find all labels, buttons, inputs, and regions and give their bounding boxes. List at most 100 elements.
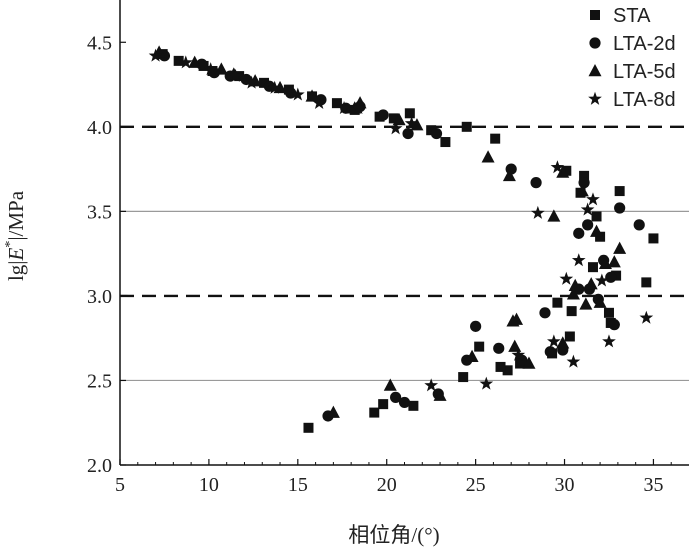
legend-label: LTA-5d: [613, 61, 676, 83]
y-axis-title-prefix: lg|: [4, 261, 28, 282]
data-point: [584, 277, 598, 290]
tick-labels: 5 10 15 20 25 30 35 2.0 2.5 3.0 3.5 4.0 4.5: [87, 32, 663, 496]
data-point: [568, 278, 582, 292]
data-point: [458, 372, 469, 383]
data-point: [173, 55, 184, 66]
data-point: [578, 177, 590, 189]
data-point: [377, 109, 389, 121]
data-point: [267, 80, 282, 94]
data-point: [490, 133, 501, 144]
data-point: [579, 297, 593, 310]
legend-marker-sta: [590, 10, 600, 20]
data-point: [539, 307, 551, 319]
data-point: [402, 127, 414, 140]
data-point: [556, 165, 570, 178]
data-point: [214, 62, 228, 75]
data-point: [586, 192, 600, 206]
legend-marker-lta-8d: [588, 91, 602, 105]
data-point: [587, 262, 598, 273]
data-point: [579, 170, 590, 181]
data-point: [573, 227, 585, 239]
data-point: [614, 202, 626, 214]
data-point: [531, 205, 545, 219]
data-point: [461, 121, 472, 132]
data-point: [522, 356, 536, 369]
y-tick-label: 4.5: [87, 32, 112, 54]
y-tick-label: 2.5: [87, 370, 112, 392]
data-point: [571, 253, 586, 267]
data-point: [312, 95, 326, 109]
data-point: [148, 48, 163, 62]
data-point: [641, 277, 652, 288]
data-point: [378, 399, 389, 410]
data-point: [337, 101, 351, 115]
data-point: [493, 342, 505, 354]
data-point: [561, 165, 572, 176]
x-tick-label: 35: [643, 474, 663, 496]
data-point: [408, 400, 419, 411]
data-point: [511, 347, 526, 361]
x-tick-label: 5: [115, 474, 125, 496]
data-point: [495, 361, 506, 372]
data-point: [290, 87, 305, 101]
data-point: [285, 87, 297, 99]
data-point: [259, 77, 270, 88]
x-tick-label: 15: [288, 474, 308, 496]
data-point: [388, 113, 399, 124]
data-point: [470, 320, 482, 332]
data-point: [530, 177, 542, 189]
data-point: [502, 168, 516, 182]
data-point: [552, 297, 563, 308]
data-point: [502, 365, 513, 376]
data-point: [481, 150, 495, 163]
y-tick-label: 3.0: [87, 286, 112, 308]
data-point: [595, 273, 609, 287]
series-sta: [157, 49, 659, 433]
data-point: [404, 116, 419, 130]
data-point: [566, 306, 577, 317]
data-point: [305, 89, 319, 102]
y-tick-label: 2.0: [87, 455, 112, 477]
data-point: [244, 75, 259, 89]
data-point: [603, 307, 614, 318]
data-point: [331, 98, 342, 109]
data-point: [508, 339, 522, 352]
data-point: [559, 271, 574, 285]
data-point: [566, 354, 581, 368]
y-tick-label: 3.5: [87, 201, 112, 223]
y-axis-title-superscript: *: [3, 241, 18, 248]
data-point: [591, 211, 602, 222]
data-point: [614, 186, 625, 197]
data-point: [178, 55, 193, 69]
x-tick-label: 25: [466, 474, 486, 496]
data-point: [430, 127, 443, 140]
data-point: [326, 405, 340, 418]
x-tick-label: 10: [199, 474, 219, 496]
data-point: [404, 108, 415, 119]
data-point: [390, 391, 402, 403]
y-tick-label: 4.0: [87, 117, 112, 139]
data-point: [602, 334, 616, 348]
series-lta-2d: [158, 50, 645, 422]
legend-label: LTA-8d: [613, 89, 676, 111]
data-point: [388, 121, 403, 135]
data-point: [351, 101, 366, 115]
data-point: [582, 219, 594, 231]
data-point: [383, 378, 397, 391]
data-point: [575, 184, 589, 197]
data-point: [228, 68, 243, 82]
data-point: [590, 224, 604, 237]
reference-lines: [120, 125, 689, 382]
data-point: [303, 422, 314, 433]
x-axis-title: 相位角/(°): [348, 523, 439, 547]
data-point: [544, 346, 556, 358]
series-lta-8d: [148, 48, 654, 392]
data-point: [547, 334, 561, 348]
legend: STA LTA-2d LTA-5d LTA-8d: [588, 5, 676, 111]
data-point: [639, 310, 654, 324]
legend-label: STA: [613, 5, 651, 27]
data-point: [479, 376, 494, 390]
y-axis-title-symbol: E: [4, 248, 28, 262]
data-point: [203, 62, 218, 76]
data-point: [605, 271, 617, 283]
